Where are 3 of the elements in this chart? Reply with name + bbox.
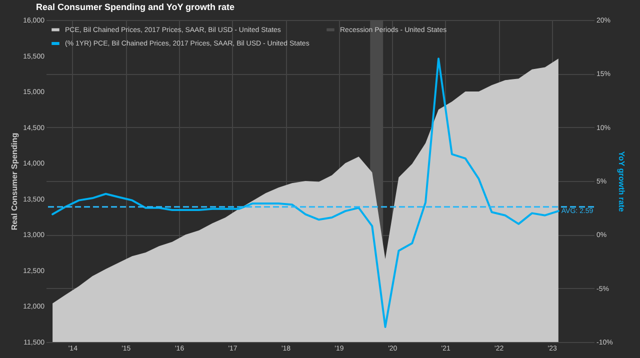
chart-title: Real Consumer Spending and YoY growth rate xyxy=(36,2,235,12)
y-axis-title: Real Consumer Spending xyxy=(10,132,20,230)
y2-axis-title: YoY growth rate xyxy=(616,151,626,212)
